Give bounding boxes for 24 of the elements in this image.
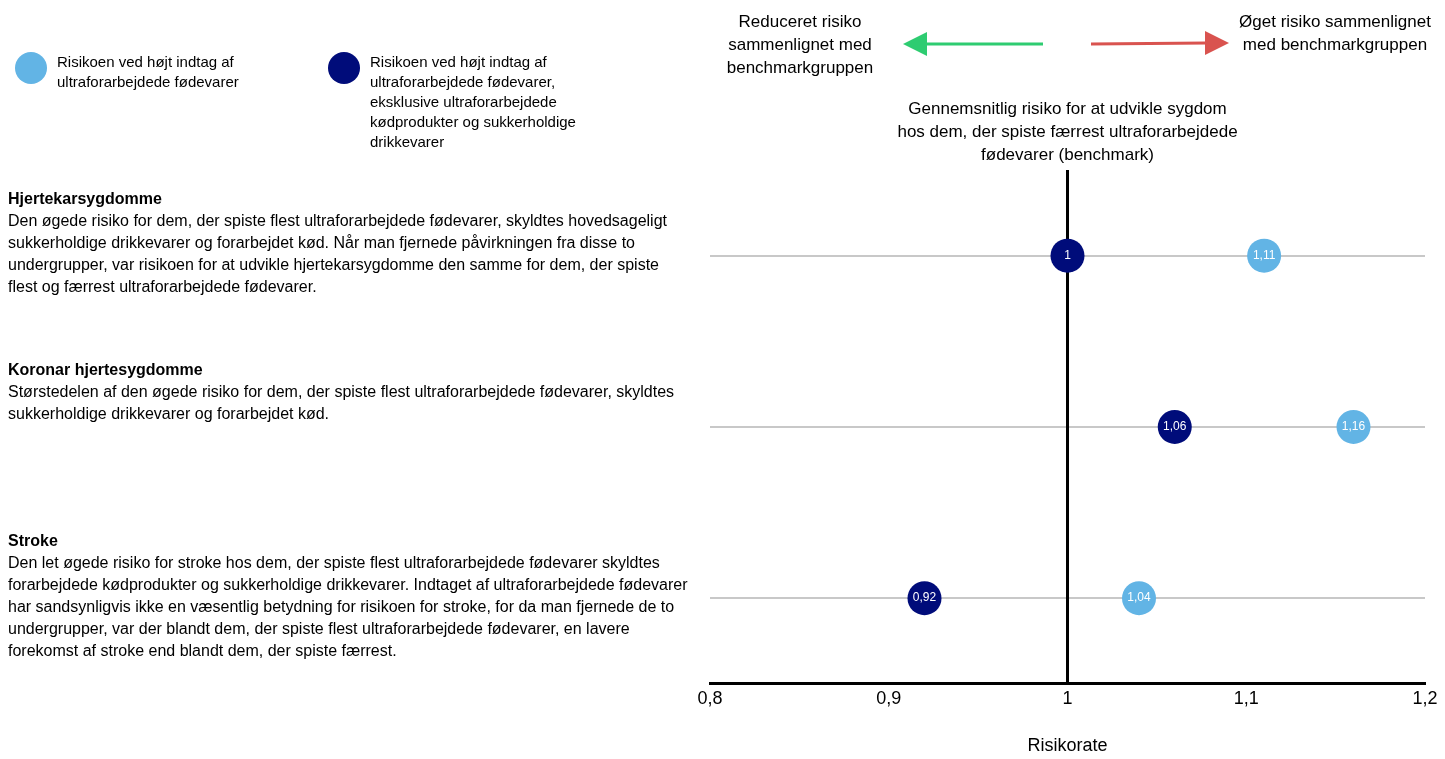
text: Den øgede risiko for dem, der spiste flest ultraforarbejdede fødevarer, skyldtes hovedsageligt sukkerholdige drikkevarer og forarbejdet kød. Når man fjernede påvirkningen fra disse to undergrupper, var risikoen for at udvikle hjertekarsygdomme den samme for dem, der spiste flest og færrest ultraforarbejdede fødevarer. (8, 210, 668, 297)
legend-label: Risikoen ved højt indtag af ultraforarbejdede fødevarer, eksklusive ultraforarbejdede kødprodukter og sukkerholdige drikkevarer (370, 52, 577, 152)
x-tick-label: 0,9 (876, 687, 902, 708)
data-label: 1,06 (1163, 419, 1187, 434)
text: Størstedelen af den øgede risiko for dem, der spiste flest ultraforarbejdede fødevarer, skyldtes sukkerholdige drikkevarer og forarbejdet kød. (8, 382, 676, 424)
data-label: 1,11 (1252, 247, 1276, 262)
text: Stroke (8, 531, 59, 552)
text: Hjertekarsygdomme (8, 188, 163, 209)
text: Den let øgede risiko for stroke hos dem, der spiste flest ultraforarbejdede fødevarer skyldtes forarbejdede kødprodukter og sukkerholdige drikkevarer. Indtaget af ultraforarbejdede fødevarer har sandsynligvis ikke en væsentlig betydning for risikoen for stroke, for da man fjernede de to undergrupper, var der blandt dem, der spiste flest ultraforarbejdede fødevarer, en lavere forekomst af stroke end blandt dem, der spiste færrest. (8, 553, 688, 662)
data-label: 1,16 (1341, 419, 1366, 434)
x-tick-label: 1 (1062, 687, 1073, 708)
x-axis-title: Risikorate (1027, 735, 1108, 756)
data-label: 0,92 (912, 590, 937, 605)
data-label: 1 (1064, 247, 1072, 262)
text: Øget risiko sammenlignet med benchmarkgruppen (1238, 11, 1432, 56)
text: Koronar hjertesygdomme (8, 360, 204, 380)
legend-label: Risikoen ved højt indtag af ultraforarbejdede fødevarer (57, 52, 240, 92)
x-tick-label: 1,2 (1412, 687, 1438, 708)
text: Reduceret risiko sammenlignet med benchmarkgruppen (725, 11, 875, 79)
x-tick-label: 1,1 (1233, 687, 1259, 708)
data-label: 1,04 (1127, 590, 1151, 605)
point (1050, 238, 1085, 273)
ref-line-label: Gennemsnitlig risiko for at udvikle sygdom hos dem, der spiste færrest ultraforarbejdede fødevarer (benchmark) (897, 99, 1238, 164)
x-tick-label: 0,8 (697, 687, 723, 708)
